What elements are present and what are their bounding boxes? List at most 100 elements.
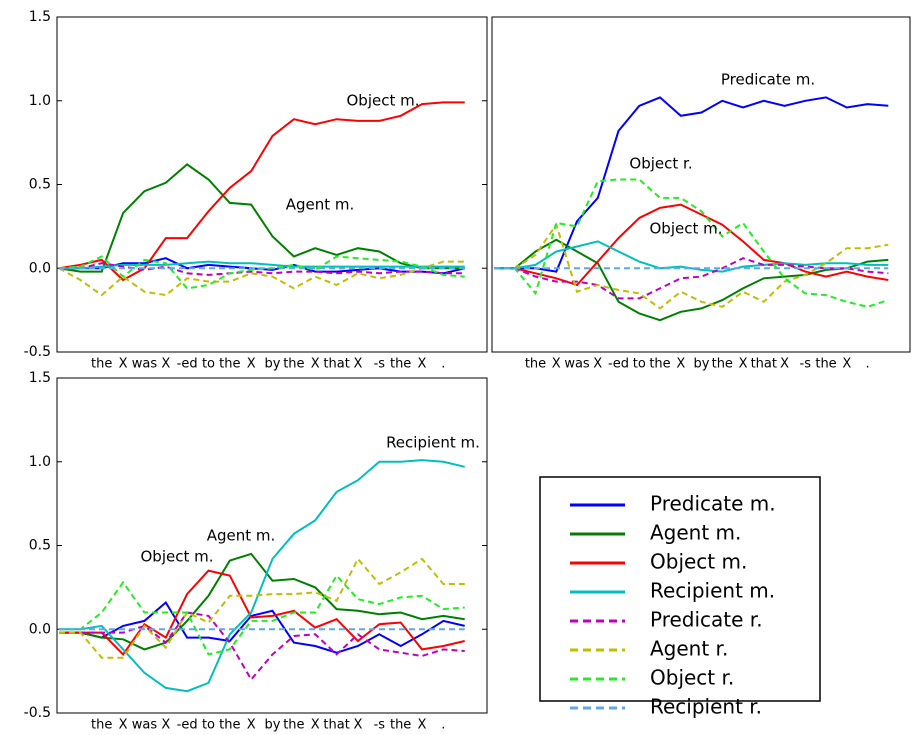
y-tick-label: 1.0 [29, 93, 51, 109]
x-tick-label: was [564, 357, 590, 372]
x-tick-label: -s [800, 357, 812, 372]
x-tick-label: was [132, 357, 158, 372]
x-tick-label: X [739, 357, 748, 372]
x-tick-label: X [247, 718, 256, 733]
x-tick-label: the [219, 357, 240, 372]
series-line [58, 260, 465, 297]
annotation: Object m. [140, 548, 213, 566]
x-tick-label: X [418, 357, 427, 372]
x-tick-label: the [390, 718, 411, 733]
x-tick-label: the [649, 357, 670, 372]
x-tick-label: X [552, 357, 561, 372]
x-tick-label: that [751, 357, 777, 372]
x-tick-label: the [283, 718, 304, 733]
x-tick-label: X [842, 357, 851, 372]
x-tick-label: -ed [177, 357, 198, 372]
x-tick-label: X [311, 357, 320, 372]
series-line [59, 552, 465, 651]
legend-label: Agent r. [650, 637, 728, 661]
series-line [494, 240, 889, 273]
series-line [59, 611, 465, 682]
series-line [58, 101, 465, 282]
x-tick-label: . [865, 357, 869, 372]
series-line [59, 573, 465, 656]
x-tick-label: the [91, 718, 112, 733]
series-line [59, 600, 465, 654]
x-tick-label: the [390, 357, 411, 372]
y-tick-label: 0.0 [29, 260, 51, 276]
series-line [59, 459, 465, 693]
x-tick-label: the [815, 357, 836, 372]
y-tick-label: 0.5 [29, 538, 51, 554]
x-tick-label: the [525, 357, 546, 372]
annotation: Agent m. [286, 196, 355, 214]
x-tick-label: X [593, 357, 602, 372]
x-tick-label: by [694, 357, 710, 372]
legend-label: Recipient r. [650, 695, 762, 719]
plot-area [491, 16, 911, 353]
x-tick-label: X [353, 718, 362, 733]
x-tick-label: X [119, 357, 128, 372]
x-tick-label: the [283, 357, 304, 372]
x-tick-label: was [132, 718, 158, 733]
series-line [494, 222, 889, 310]
annotation: Object r. [629, 155, 692, 173]
legend-label: Object r. [650, 666, 734, 690]
annotation: Object m. [649, 220, 722, 238]
series-line [494, 203, 889, 287]
series-line [494, 178, 889, 308]
series-line [58, 163, 465, 273]
x-tick-label: -ed [177, 718, 198, 733]
x-tick-label: . [441, 718, 445, 733]
x-tick-label: . [441, 357, 445, 372]
legend-box [539, 476, 821, 702]
annotation: Predicate m. [721, 71, 815, 89]
series-line [59, 569, 465, 656]
y-tick-label: 0.0 [29, 621, 51, 637]
x-tick-label: that [323, 718, 349, 733]
series-line [494, 238, 889, 322]
x-tick-label: X [353, 357, 362, 372]
x-tick-label: the [219, 718, 240, 733]
x-tick-label: to [202, 718, 215, 733]
x-tick-label: by [265, 357, 281, 372]
y-tick-label: 1.5 [29, 9, 51, 25]
x-tick-label: X [311, 718, 320, 733]
x-tick-label: -s [374, 718, 386, 733]
legend-label: Agent m. [650, 521, 741, 545]
x-tick-label: -s [374, 357, 386, 372]
series-line [494, 96, 889, 273]
y-tick-label: -0.5 [24, 705, 51, 721]
series-line [59, 262, 465, 276]
plot-area [56, 377, 488, 714]
x-tick-label: X [161, 357, 170, 372]
x-tick-label: X [780, 357, 789, 372]
x-tick-label: X [676, 357, 685, 372]
x-tick-label: the [712, 357, 733, 372]
plot-area [56, 16, 488, 353]
y-tick-label: 0.5 [29, 177, 51, 193]
legend-label: Predicate r. [650, 608, 763, 632]
x-tick-label: X [247, 357, 256, 372]
annotation: Recipient m. [386, 434, 480, 452]
x-tick-label: -ed [608, 357, 629, 372]
annotation: Agent m. [207, 527, 276, 545]
x-tick-label: the [91, 357, 112, 372]
x-tick-label: X [119, 718, 128, 733]
series-line [59, 557, 465, 659]
annotation: Object m. [346, 92, 419, 110]
series-line [494, 257, 889, 300]
legend-label: Recipient m. [650, 579, 775, 603]
x-tick-label: to [202, 357, 215, 372]
y-tick-label: -0.5 [24, 344, 51, 360]
x-tick-label: by [265, 718, 281, 733]
x-tick-label: X [418, 718, 427, 733]
y-tick-label: 1.5 [29, 370, 51, 386]
series-line [59, 260, 465, 270]
x-tick-label: that [323, 357, 349, 372]
legend-label: Object m. [650, 550, 747, 574]
x-tick-label: to [633, 357, 646, 372]
x-tick-label: X [161, 718, 170, 733]
y-tick-label: 1.0 [29, 454, 51, 470]
